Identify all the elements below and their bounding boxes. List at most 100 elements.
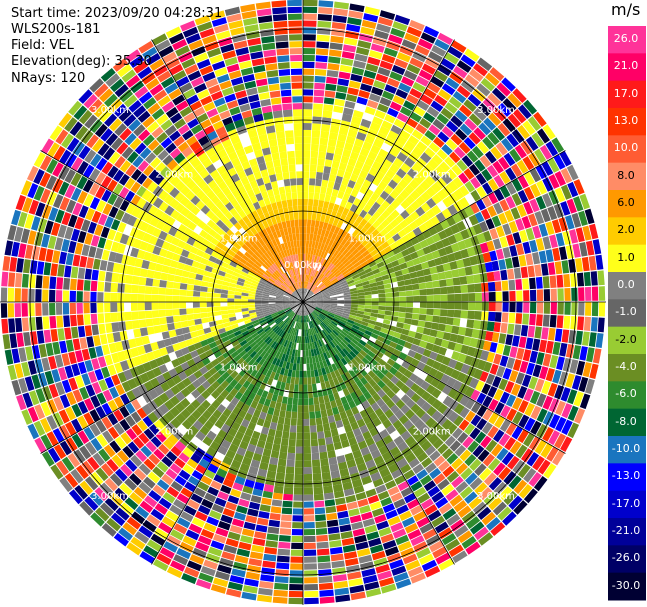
range-gate <box>453 146 466 159</box>
range-gate <box>312 116 322 124</box>
range-gate <box>156 479 170 491</box>
range-gate <box>412 463 424 475</box>
range-gate <box>381 142 392 153</box>
range-gate <box>542 236 552 250</box>
range-gate <box>381 53 396 64</box>
range-gate <box>543 302 551 314</box>
range-gate <box>527 116 542 132</box>
range-gate <box>251 361 259 369</box>
range-gate <box>304 267 307 275</box>
range-gate <box>241 289 250 294</box>
radar-ray <box>79 302 303 516</box>
range-gate <box>355 363 363 372</box>
range-gate <box>377 570 393 581</box>
range-gate <box>104 376 115 389</box>
range-gate <box>110 512 126 527</box>
range-gate <box>522 349 532 362</box>
range-gate <box>523 290 530 302</box>
range-gate <box>312 319 317 327</box>
range-gate <box>309 363 314 371</box>
range-gate <box>278 541 291 549</box>
range-gate <box>305 288 308 296</box>
range-gate <box>392 348 402 357</box>
range-gate <box>303 405 309 413</box>
range-gate <box>247 296 256 300</box>
range-gate <box>400 162 411 174</box>
range-gate <box>214 283 223 290</box>
range-gate <box>170 417 182 429</box>
range-gate <box>124 284 132 293</box>
range-gate <box>496 82 511 97</box>
range-gate <box>554 187 566 203</box>
range-gate <box>213 246 222 254</box>
range-gate <box>488 398 499 411</box>
range-gate <box>143 251 153 262</box>
range-gate <box>385 371 394 380</box>
range-gate <box>441 419 453 431</box>
range-gate <box>179 289 187 296</box>
range-gate <box>278 288 286 293</box>
range-gate <box>339 280 347 286</box>
range-gate <box>481 168 493 182</box>
range-gate <box>311 262 316 270</box>
range-gate <box>204 265 213 273</box>
range-gate <box>503 471 517 485</box>
range-gate <box>192 420 204 431</box>
range-gate <box>158 295 166 302</box>
range-gate <box>15 394 27 411</box>
range-gate <box>161 265 170 274</box>
range-gate <box>405 194 416 205</box>
range-gate <box>262 307 270 311</box>
range-gate <box>210 584 227 594</box>
range-gate <box>507 93 522 108</box>
range-gate <box>262 273 270 280</box>
range-gate <box>74 350 84 363</box>
range-gate <box>275 297 283 300</box>
range-gate <box>508 279 516 291</box>
range-gate <box>33 169 45 185</box>
range-gate <box>361 163 372 173</box>
range-gate <box>366 256 375 264</box>
range-gate <box>502 367 512 380</box>
range-gate <box>385 297 393 302</box>
range-gate <box>168 329 177 338</box>
range-gate <box>418 168 430 180</box>
range-gate <box>146 351 156 362</box>
range-gate <box>381 384 391 394</box>
range-gate <box>308 247 312 255</box>
range-gate <box>39 155 52 171</box>
range-gate <box>97 302 104 313</box>
range-gate <box>281 283 288 289</box>
range-gate <box>206 446 217 458</box>
range-gate <box>303 205 308 213</box>
range-gate <box>366 99 379 109</box>
range-gate <box>320 458 329 467</box>
range-gate <box>16 258 24 273</box>
range-gate <box>303 329 305 337</box>
range-gate <box>322 294 330 298</box>
range-gate <box>142 232 152 243</box>
range-gate <box>111 272 120 283</box>
range-gate <box>2 255 11 272</box>
range-gate <box>307 291 313 298</box>
range-gate <box>363 365 372 374</box>
range-gate <box>109 440 122 454</box>
range-gate <box>211 380 221 390</box>
range-gate <box>317 368 323 377</box>
range-gate <box>451 164 463 176</box>
range-gate <box>93 335 101 347</box>
range-gate <box>386 345 396 354</box>
range-gate <box>407 424 419 436</box>
range-gate <box>130 536 146 550</box>
range-gate <box>547 382 558 397</box>
range-gate <box>300 350 303 358</box>
range-gate <box>410 393 421 403</box>
range-gate <box>454 109 468 123</box>
range-gate <box>306 356 310 364</box>
range-gate <box>449 440 462 452</box>
range-gate <box>286 459 295 468</box>
range-gate <box>199 229 209 239</box>
range-gate <box>117 221 127 233</box>
range-gate <box>356 310 365 315</box>
range-gate <box>358 327 366 334</box>
